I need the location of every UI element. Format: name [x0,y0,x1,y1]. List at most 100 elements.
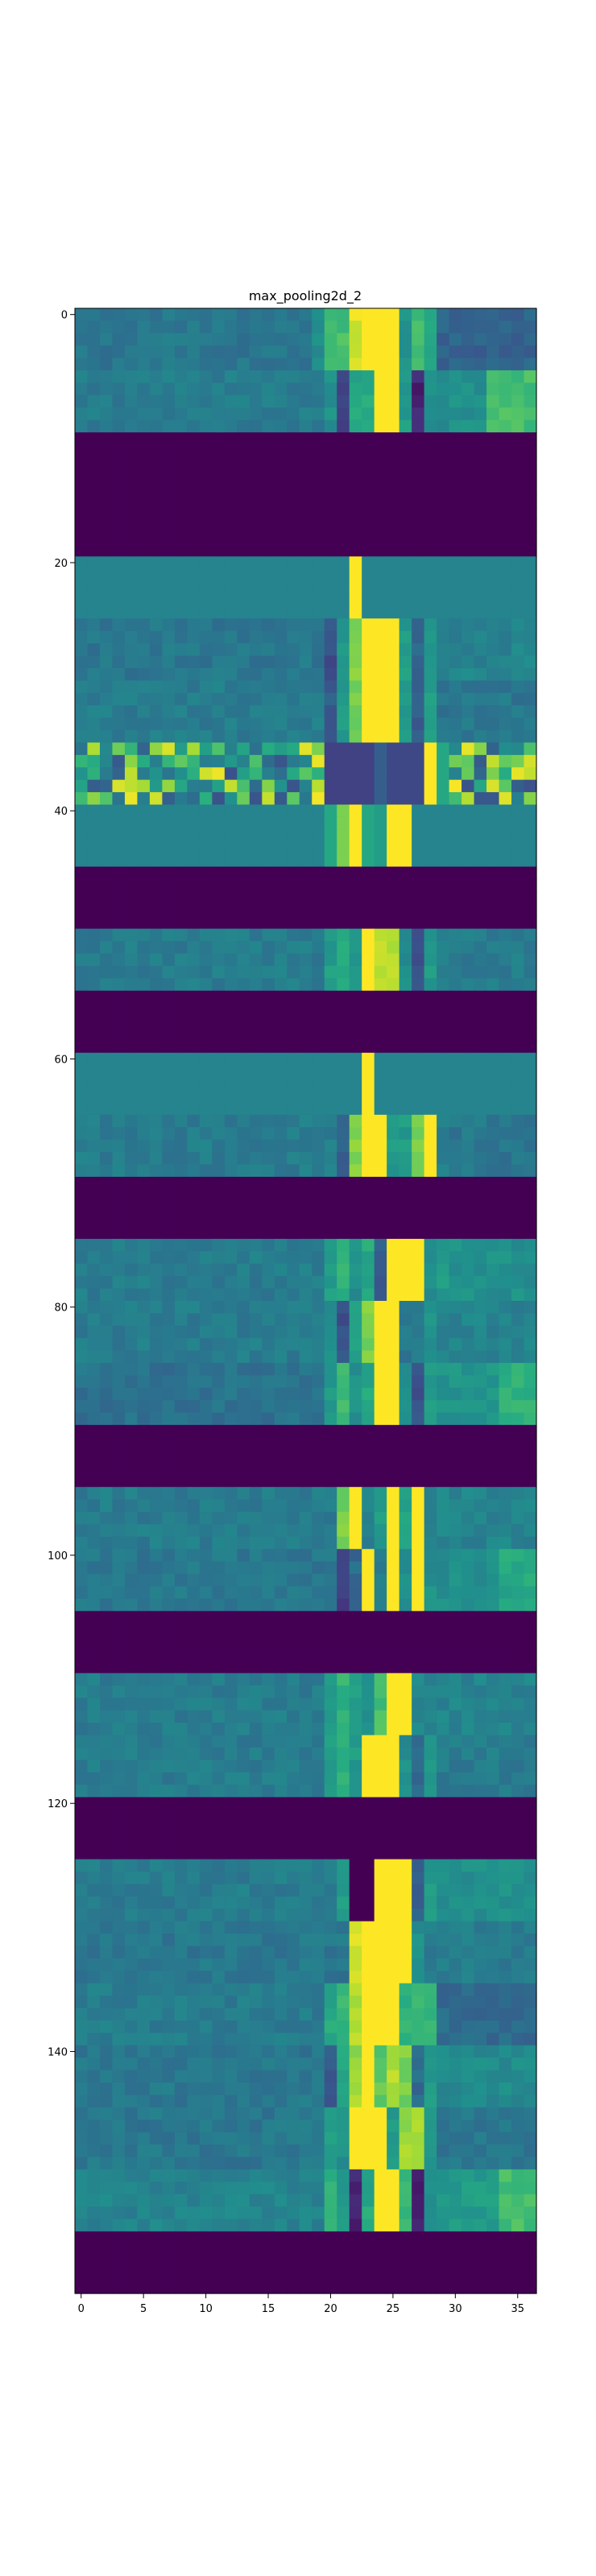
heatmap-cell [274,1350,288,1364]
heatmap-cell [374,1176,387,1190]
heatmap-cell [75,1412,89,1426]
heatmap-cell [511,1350,525,1364]
heatmap-cell [187,1077,201,1091]
heatmap-cell [137,1524,151,1538]
heatmap-cell [337,556,350,570]
heatmap-cell [112,1760,126,1773]
heatmap-cell [137,1487,151,1501]
heatmap-cell [349,1027,362,1041]
heatmap-cell [149,1760,163,1773]
heatmap-cell [262,1412,275,1426]
heatmap-cell [99,1189,114,1203]
heatmap-cell [511,1052,525,1066]
heatmap-cell [299,1425,312,1439]
heatmap-cell [75,1077,89,1091]
heatmap-cell [112,1375,126,1389]
heatmap-cell [124,1077,139,1091]
heatmap-cell [424,1512,437,1525]
heatmap-cell [524,1276,537,1290]
heatmap-cell [287,556,300,570]
heatmap-cell [474,1127,487,1141]
heatmap-cell [486,1660,500,1674]
heatmap-cell [75,779,89,793]
heatmap-cell [87,1921,101,1934]
heatmap-cell [437,816,450,830]
heatmap-cell [237,1251,250,1265]
heatmap-cell [187,1412,201,1426]
heatmap-cell [299,556,312,570]
heatmap-cell [224,1102,238,1116]
heatmap-cell [437,1660,450,1674]
heatmap-cell [162,1512,176,1525]
heatmap-cell [374,1574,387,1587]
heatmap-cell [437,1176,450,1190]
heatmap-cell [274,1623,288,1637]
heatmap-cell [524,1201,537,1215]
heatmap-cell [99,1425,114,1439]
heatmap-cell [199,456,213,470]
heatmap-cell [137,1189,151,1203]
heatmap-cell [374,1735,387,1748]
heatmap-cell [249,1276,263,1290]
heatmap-cell [287,320,300,334]
heatmap-cell [387,332,400,346]
heatmap-cell [137,1089,151,1103]
heatmap-cell [287,432,300,446]
heatmap-cell [287,792,300,806]
heatmap-cell [374,1946,387,1959]
heatmap-cell [187,730,201,744]
heatmap-cell [274,1536,288,1550]
heatmap-cell [486,1499,500,1513]
heatmap-cell [262,394,275,408]
heatmap-cell [486,1301,500,1315]
heatmap-cell [387,1884,400,1897]
heatmap-cell [461,1015,475,1029]
heatmap-cell [412,1400,425,1414]
heatmap-cell [249,1958,263,1971]
heatmap-cell [461,990,475,1004]
heatmap-cell [99,407,114,421]
heatmap-cell [262,1536,275,1550]
heatmap-cell [412,1139,425,1153]
heatmap-cell [299,357,312,371]
heatmap-cell [399,667,412,681]
heatmap-cell [337,1437,350,1451]
heatmap-cell [461,556,475,570]
heatmap-cell [424,469,437,483]
heatmap-cell [174,1338,188,1352]
heatmap-cell [199,419,213,433]
heatmap-cell [249,990,263,1004]
heatmap-cell [274,444,288,458]
heatmap-cell [137,1598,151,1612]
heatmap-cell [224,1809,238,1823]
heatmap-cell [137,1797,151,1810]
heatmap-cell [511,1760,525,1773]
heatmap-cell [511,1958,525,1971]
heatmap-cell [112,1971,126,1984]
heatmap-cell [237,1847,250,1860]
heatmap-cell [362,1077,375,1091]
heatmap-cell [249,531,263,545]
heatmap-cell [399,1114,412,1128]
heatmap-cell [224,1698,238,1711]
heatmap-cell [75,1785,89,1798]
heatmap-cell [87,767,101,781]
heatmap-cell [162,1313,176,1327]
heatmap-cell [137,742,151,756]
heatmap-cell [299,1648,312,1662]
heatmap-cell [199,1710,213,1724]
heatmap-cell [87,618,101,632]
heatmap-cell [124,1536,139,1550]
heatmap-cell [75,1586,89,1600]
heatmap-cell [412,1971,425,1984]
heatmap-cell [387,1536,400,1550]
heatmap-cell [461,1598,475,1612]
heatmap-cell [449,308,462,322]
heatmap-cell [124,494,139,508]
heatmap-cell [299,1052,312,1066]
heatmap-cell [349,1375,362,1389]
heatmap-cell [387,407,400,421]
heatmap-cell [412,792,425,806]
heatmap-cell [449,407,462,421]
heatmap-cell [287,829,300,843]
